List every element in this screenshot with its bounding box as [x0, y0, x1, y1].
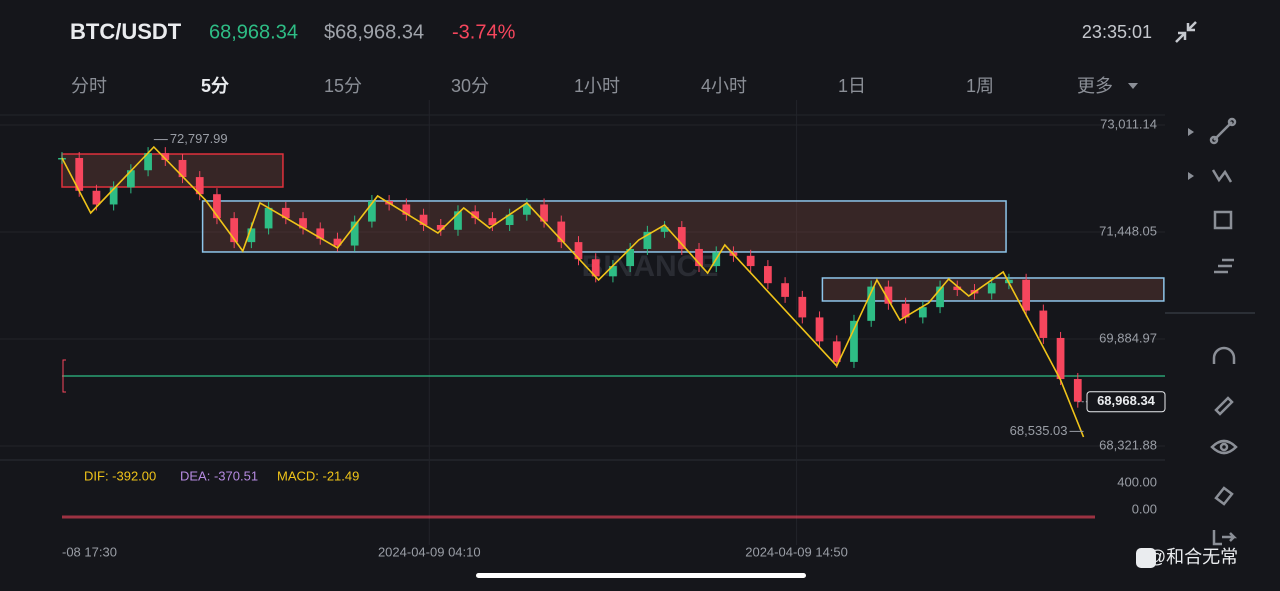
candle-body — [1073, 379, 1082, 402]
interval-tab[interactable]: 30分 — [451, 76, 489, 96]
candle-body — [178, 159, 187, 178]
candle-body — [281, 207, 290, 219]
candle-body — [609, 266, 617, 277]
candle-body — [333, 238, 342, 246]
candle-body — [1039, 310, 1048, 338]
candle-body — [471, 211, 480, 219]
candle-body — [505, 214, 514, 226]
interval-tab[interactable]: 1小时 — [574, 76, 620, 96]
interval-tab[interactable]: 更多 — [1077, 76, 1113, 96]
candle-body — [1056, 337, 1065, 380]
candle-body — [643, 231, 652, 249]
candle-body — [660, 227, 669, 232]
candle-body — [109, 187, 118, 205]
x-tick-label: 2024-04-09 14:50 — [745, 544, 848, 559]
current-price-label: 68,968.34 — [1097, 393, 1156, 408]
interval-tab[interactable]: 5分 — [201, 76, 229, 96]
candle-body — [247, 228, 256, 243]
candle-body — [195, 177, 204, 195]
macd-label: MACD: -21.49 — [277, 468, 359, 483]
interval-tab[interactable]: 分时 — [71, 76, 107, 96]
level-handle — [62, 359, 66, 393]
candle-body — [884, 286, 893, 304]
candle-body — [832, 341, 841, 362]
candle-body — [540, 204, 548, 222]
candle-body — [798, 296, 807, 318]
footer-icon — [1136, 548, 1156, 568]
annotation: 72,797.99 — [170, 131, 228, 146]
change: -3.74% — [452, 21, 516, 43]
more-arrow[interactable] — [1128, 83, 1138, 89]
interval-tab[interactable]: 4小时 — [701, 76, 747, 96]
candle-body — [230, 218, 239, 243]
candle-body — [1022, 279, 1031, 311]
candle-body — [92, 190, 101, 205]
candle-body — [591, 259, 600, 277]
indicator-tick: 0.00 — [1132, 501, 1157, 516]
zone — [61, 153, 284, 188]
annotation: 68,535.03 — [1010, 423, 1068, 438]
candle-body — [764, 266, 772, 284]
candle-body — [299, 218, 307, 229]
candle-body — [402, 204, 411, 215]
candle-body — [626, 248, 635, 267]
interval-tab[interactable]: 15分 — [324, 76, 362, 96]
candle-body — [695, 248, 703, 267]
candle-body — [574, 242, 583, 260]
candle-body — [781, 283, 789, 297]
candle-body — [161, 153, 170, 160]
candle-body — [368, 201, 376, 222]
candle-body — [867, 286, 876, 321]
candle-body — [488, 218, 497, 226]
candle-body — [557, 221, 566, 243]
y-tick-label: 68,321.88 — [1099, 437, 1157, 452]
x-tick-label: -08 17:30 — [62, 544, 117, 559]
candle-body — [918, 307, 927, 318]
usd-price: $68,968.34 — [324, 21, 424, 43]
interval-tab[interactable]: 1日 — [838, 76, 866, 96]
candle-body — [815, 317, 824, 342]
candle-body — [987, 283, 996, 294]
indicator-tick: 400.00 — [1117, 474, 1157, 489]
candle-body — [746, 255, 755, 267]
clock: 23:35:01 — [1082, 22, 1152, 42]
zone — [201, 200, 1007, 253]
y-tick-label: 69,884.97 — [1099, 330, 1157, 345]
symbol: BTC/USDT — [70, 19, 182, 44]
candle-body — [522, 204, 531, 215]
candle-body — [126, 170, 135, 188]
y-tick-label: 71,448.05 — [1099, 223, 1157, 238]
candle-body — [850, 320, 858, 362]
candle-body — [436, 225, 445, 230]
current-price-box — [1086, 391, 1166, 413]
candle-body — [144, 153, 152, 171]
dea-label: DEA: -370.51 — [180, 468, 258, 483]
candle-body — [953, 286, 962, 291]
home-bar — [476, 573, 806, 578]
candle-body — [677, 227, 686, 249]
candle-body — [350, 221, 359, 246]
toolbar — [1188, 117, 1238, 546]
x-tick-label: 2024-04-09 04:10 — [378, 544, 481, 559]
candle-body — [75, 157, 84, 191]
candle-body — [454, 211, 462, 230]
footer: @和合无常 — [1148, 547, 1238, 567]
collapse-icon[interactable] — [1175, 21, 1197, 43]
candle-body — [936, 286, 944, 308]
candle-body — [264, 207, 273, 229]
interval-tab[interactable]: 1周 — [966, 76, 994, 96]
zigzag-line — [61, 145, 1085, 438]
candle-body — [419, 214, 428, 226]
dif-label: DIF: -392.00 — [84, 468, 156, 483]
price: 68,968.34 — [209, 21, 298, 43]
y-tick-label: 73,011.14 — [1100, 116, 1157, 131]
candle-body — [213, 194, 221, 219]
candle-body — [901, 303, 910, 318]
candle-body — [316, 228, 325, 239]
